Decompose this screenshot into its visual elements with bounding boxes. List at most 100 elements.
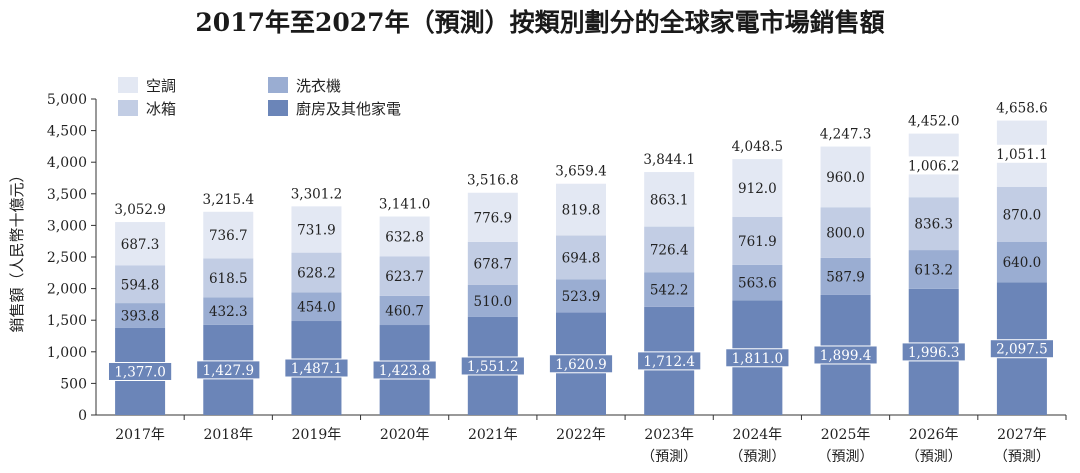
y-tick-label: 4,000 (47, 155, 87, 171)
total-label: 3,141.0 (379, 196, 431, 212)
segment-label-bg (903, 156, 965, 175)
x-tick-label: 2021年 (468, 427, 518, 443)
segment-label: 640.0 (1003, 255, 1042, 271)
segment-label: 628.2 (297, 265, 336, 281)
segment-label: 776.9 (473, 210, 512, 226)
total-label: 3,301.2 (291, 186, 343, 202)
x-tick-label: 2017年 (115, 427, 165, 443)
bar-segment (467, 192, 518, 242)
x-tick-label: 2022年 (556, 427, 606, 443)
bar-segment (820, 207, 871, 258)
segment-label: 1,487.1 (291, 361, 343, 377)
segment-label: 1,051.1 (996, 147, 1048, 163)
bar-segment (644, 272, 695, 307)
segment-label: 454.0 (297, 300, 336, 316)
bar-segment (203, 258, 254, 298)
legend-label-washing-machine: 洗衣機 (296, 77, 341, 95)
segment-label-bg (989, 339, 1055, 359)
total-label: 4,048.5 (732, 139, 784, 155)
x-tick-sublabel: （預測） (641, 449, 697, 465)
segment-label: 1,899.4 (820, 348, 872, 364)
bar-segment (115, 265, 166, 304)
segment-label-bg (637, 351, 702, 371)
bar-segment (379, 216, 430, 257)
segment-label-bg (991, 144, 1053, 163)
segment-label: 563.6 (738, 276, 777, 292)
segment-label: 1,811.0 (732, 351, 784, 367)
bar-segment (644, 226, 695, 273)
bar-segment (732, 159, 783, 217)
bar-segment (291, 292, 342, 322)
bar-segment (908, 250, 959, 289)
y-tick-label: 2,000 (47, 282, 87, 298)
total-label: 3,516.8 (467, 173, 519, 189)
segment-label-bg (901, 342, 966, 362)
bar-segment (996, 241, 1047, 283)
segment-label: 1,377.0 (114, 364, 166, 380)
segment-label: 1,427.9 (203, 363, 255, 379)
x-tick-sublabel: （預測） (994, 449, 1050, 465)
segment-label-bg (196, 360, 261, 380)
segment-label: 863.1 (650, 192, 689, 208)
legend-swatch-refrigerator (118, 100, 138, 116)
segment-label: 594.8 (121, 277, 160, 293)
x-tick-sublabel: （預測） (729, 449, 785, 465)
bar-segment (556, 279, 606, 313)
bar-segment (379, 295, 430, 326)
total-label: 3,659.4 (555, 164, 607, 180)
y-tick-label: 1,500 (47, 313, 87, 329)
x-tick-label: 2023年 (644, 427, 694, 443)
bar-segment (732, 264, 783, 301)
x-tick-label: 2027年 (997, 427, 1047, 443)
value-labels: 1,377.0 393.8 594.8 687.3 3,052.9 1,427.9 432.… (107, 101, 1055, 381)
bar-segment (644, 172, 695, 227)
segment-label-bg (107, 361, 173, 381)
bar-segment (203, 297, 254, 325)
segment-label-bg (725, 348, 790, 368)
bar-segment (732, 216, 783, 265)
bar-segment (379, 256, 430, 296)
total-label: 3,215.4 (203, 192, 255, 208)
total-label: 4,247.3 (820, 127, 872, 143)
segment-label-bg (460, 356, 525, 376)
legend-swatch-kitchen-and-others (268, 100, 288, 116)
x-tick-label: 2025年 (821, 427, 871, 443)
bar-segment (820, 257, 871, 295)
y-tick-label: 3,500 (47, 187, 87, 203)
segment-label-bg (813, 345, 878, 365)
segment-label: 460.7 (385, 303, 424, 319)
segment-label: 736.7 (209, 228, 248, 244)
chart-title: 2017年至2027年（預測）按類別劃分的全球家電市場銷售額 (195, 8, 884, 37)
segment-label: 960.0 (826, 170, 865, 186)
segment-label: 1,006.2 (908, 158, 960, 174)
segment-label: 432.3 (209, 304, 248, 320)
legend-swatch-air-conditioner (118, 77, 138, 93)
x-tick-label: 2020年 (380, 427, 430, 443)
legend: 空調 洗衣機 冰箱 廚房及其他家電 (118, 77, 401, 118)
bar-segment (115, 303, 166, 328)
y-tick-label: 0 (78, 408, 87, 424)
y-tick-label: 2,500 (47, 250, 87, 266)
x-tick-sublabel: （預測） (906, 449, 962, 465)
x-tick-label: 2024年 (733, 427, 783, 443)
segment-label: 1,620.9 (555, 357, 607, 373)
total-label: 3,052.9 (114, 202, 166, 218)
bar-segment (820, 146, 871, 208)
total-label: 4,452.0 (908, 114, 960, 130)
segment-label: 542.2 (650, 283, 689, 299)
total-label: 4,658.6 (996, 101, 1048, 117)
segment-label: 393.8 (121, 309, 160, 325)
segment-label: 623.7 (385, 269, 424, 285)
bar-segment (291, 252, 342, 293)
segment-label: 819.8 (562, 203, 601, 219)
segment-label: 870.0 (1003, 207, 1042, 223)
segment-label: 761.9 (738, 234, 777, 250)
bar-segment (908, 197, 959, 251)
segment-label: 618.5 (209, 271, 248, 287)
bar-segment (996, 187, 1047, 242)
segment-label: 731.9 (297, 222, 336, 238)
y-tick-label: 3,000 (47, 218, 87, 234)
y-tick-label: 5,000 (47, 92, 87, 108)
segment-label: 726.4 (650, 243, 689, 259)
